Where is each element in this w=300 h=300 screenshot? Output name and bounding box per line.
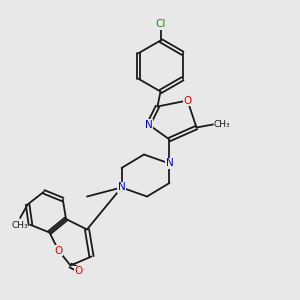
Text: CH₃: CH₃ [12,221,28,230]
Text: O: O [183,95,192,106]
Text: N: N [166,158,173,169]
Text: Cl: Cl [155,19,166,29]
Text: O: O [75,266,83,277]
Text: CH₃: CH₃ [214,120,230,129]
Text: N: N [118,182,125,193]
Text: N: N [145,119,152,130]
Text: O: O [54,245,63,256]
